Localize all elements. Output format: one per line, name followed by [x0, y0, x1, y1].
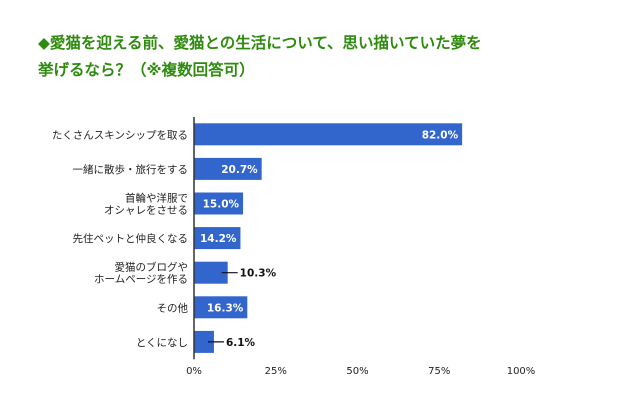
category-label: その他: [157, 301, 189, 314]
bar: [194, 296, 248, 319]
category-label: 一緒に散歩・旅行をする: [73, 163, 189, 176]
x-tick-label: 100%: [507, 366, 536, 377]
category-label: ホームページを作る: [94, 274, 188, 286]
value-label: 14.2%: [200, 233, 237, 245]
category-label: とくになし: [136, 337, 188, 349]
bar: [194, 227, 241, 250]
value-label: 20.7%: [221, 164, 258, 176]
value-label: 10.3%: [240, 268, 277, 280]
chart-title-line-1: ◆愛猫を迎える前、愛猫との生活について、思い描いていた夢を: [38, 34, 482, 52]
x-tick-label: 0%: [186, 366, 202, 377]
category-label: 先住ペットと仲良くなる: [73, 232, 189, 245]
bar: [194, 192, 244, 215]
value-label: 6.1%: [226, 337, 256, 349]
category-label: たくさんスキンシップを取る: [52, 129, 188, 141]
value-label: 15.0%: [203, 199, 240, 211]
category-label: オシャレをさせる: [104, 205, 188, 217]
bar: [194, 330, 214, 353]
chart-title: ◆愛猫を迎える前、愛猫との生活について、思い描いていた夢を 挙げるなら？（※複数…: [38, 30, 618, 84]
category-label: 愛猫のブログや: [115, 261, 189, 274]
value-label: 16.3%: [207, 302, 244, 314]
value-label: 82.0%: [422, 129, 459, 141]
x-tick-label: 50%: [346, 366, 368, 377]
bar: [194, 157, 262, 180]
x-tick-label: 75%: [428, 366, 450, 377]
bar: [194, 123, 463, 146]
category-label: 首輪や洋服で: [125, 192, 188, 205]
x-tick-label: 25%: [265, 366, 287, 377]
bar: [194, 261, 228, 284]
chart-title-line-2: 挙げるなら？（※複数回答可）: [38, 61, 255, 79]
